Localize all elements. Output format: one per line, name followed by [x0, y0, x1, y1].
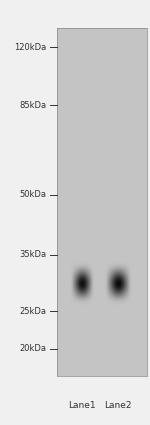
Text: 20kDa: 20kDa	[20, 344, 46, 353]
Text: Lane2: Lane2	[104, 401, 132, 411]
Text: 25kDa: 25kDa	[20, 307, 46, 316]
Text: Lane1: Lane1	[68, 401, 96, 411]
Text: 120kDa: 120kDa	[14, 43, 46, 52]
Text: 85kDa: 85kDa	[19, 101, 46, 110]
Text: 50kDa: 50kDa	[20, 190, 46, 199]
Text: 35kDa: 35kDa	[19, 250, 46, 259]
